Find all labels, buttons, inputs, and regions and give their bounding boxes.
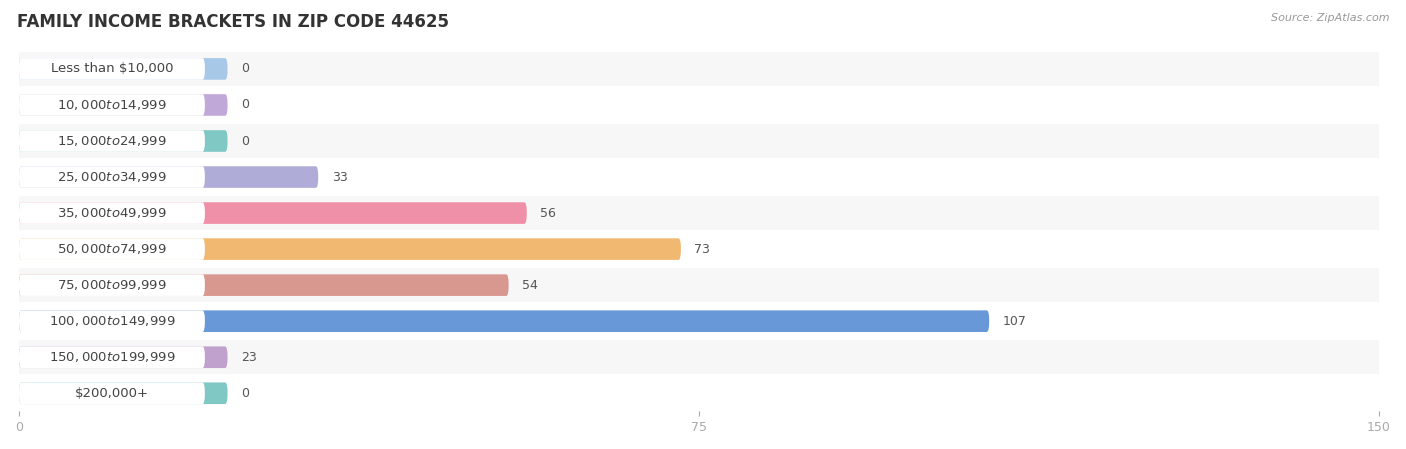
Text: 0: 0	[242, 98, 249, 111]
FancyBboxPatch shape	[20, 347, 205, 368]
FancyBboxPatch shape	[20, 238, 681, 260]
Text: 73: 73	[695, 242, 710, 255]
Bar	[20, 339, 1379, 375]
Bar	[20, 303, 1379, 339]
Text: Source: ZipAtlas.com: Source: ZipAtlas.com	[1271, 13, 1389, 23]
Text: $75,000 to $99,999: $75,000 to $99,999	[58, 278, 167, 292]
FancyBboxPatch shape	[20, 58, 205, 80]
FancyBboxPatch shape	[20, 130, 205, 152]
Text: $200,000+: $200,000+	[75, 387, 149, 400]
Bar	[20, 123, 1379, 159]
Text: $50,000 to $74,999: $50,000 to $74,999	[58, 242, 167, 256]
Text: 0: 0	[242, 62, 249, 75]
Text: 56: 56	[540, 207, 557, 220]
Text: Less than $10,000: Less than $10,000	[51, 62, 173, 75]
FancyBboxPatch shape	[20, 94, 228, 116]
Text: $150,000 to $199,999: $150,000 to $199,999	[49, 350, 176, 364]
Text: $100,000 to $149,999: $100,000 to $149,999	[49, 314, 176, 328]
Text: $15,000 to $24,999: $15,000 to $24,999	[58, 134, 167, 148]
FancyBboxPatch shape	[20, 94, 205, 116]
FancyBboxPatch shape	[20, 383, 228, 404]
Text: 0: 0	[242, 387, 249, 400]
Text: 0: 0	[242, 135, 249, 148]
Bar	[20, 375, 1379, 411]
Text: $10,000 to $14,999: $10,000 to $14,999	[58, 98, 167, 112]
FancyBboxPatch shape	[20, 58, 228, 80]
Text: 54: 54	[522, 279, 538, 292]
Text: $35,000 to $49,999: $35,000 to $49,999	[58, 206, 167, 220]
FancyBboxPatch shape	[20, 310, 205, 332]
FancyBboxPatch shape	[20, 130, 228, 152]
Text: 33: 33	[332, 171, 347, 184]
FancyBboxPatch shape	[20, 347, 228, 368]
Bar	[20, 51, 1379, 87]
Bar	[20, 87, 1379, 123]
FancyBboxPatch shape	[20, 202, 527, 224]
FancyBboxPatch shape	[20, 310, 990, 332]
Bar	[20, 267, 1379, 303]
Text: FAMILY INCOME BRACKETS IN ZIP CODE 44625: FAMILY INCOME BRACKETS IN ZIP CODE 44625	[17, 13, 449, 31]
Text: 23: 23	[242, 351, 257, 364]
FancyBboxPatch shape	[20, 202, 205, 224]
FancyBboxPatch shape	[20, 238, 205, 260]
FancyBboxPatch shape	[20, 274, 509, 296]
FancyBboxPatch shape	[20, 274, 205, 296]
Bar	[20, 159, 1379, 195]
Bar	[20, 195, 1379, 231]
FancyBboxPatch shape	[20, 166, 205, 188]
Text: $25,000 to $34,999: $25,000 to $34,999	[58, 170, 167, 184]
Text: 107: 107	[1002, 315, 1026, 328]
FancyBboxPatch shape	[20, 383, 205, 404]
FancyBboxPatch shape	[20, 166, 318, 188]
Bar	[20, 231, 1379, 267]
